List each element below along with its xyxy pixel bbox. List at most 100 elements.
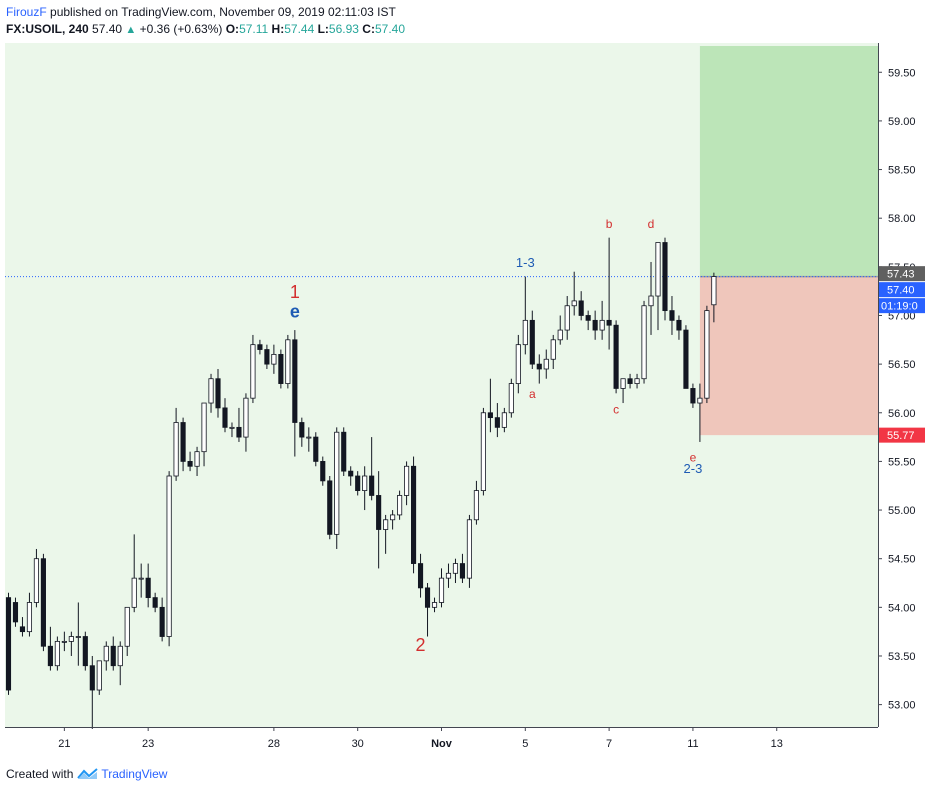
candle-body xyxy=(620,378,626,389)
candle-body xyxy=(585,315,591,321)
candle-body xyxy=(683,329,689,389)
candle-body xyxy=(299,422,305,438)
candle-body xyxy=(550,339,556,360)
candle-body xyxy=(103,645,109,662)
last-price: 57.40 xyxy=(92,22,123,36)
x-tick-label: 28 xyxy=(268,738,280,750)
price-tag xyxy=(879,282,925,298)
candle-body xyxy=(208,378,214,404)
x-tick-label: 11 xyxy=(687,738,698,750)
candle-body xyxy=(243,397,249,438)
candle-body xyxy=(89,665,95,691)
candle-body xyxy=(390,514,396,521)
y-tick-label: 58.00 xyxy=(888,213,916,225)
candle-body xyxy=(648,295,654,307)
countdown-tag xyxy=(879,298,925,314)
y-tick-label: 57.00 xyxy=(888,310,916,322)
candle-body xyxy=(397,495,403,516)
candle-body xyxy=(627,378,633,384)
y-tick-label: 53.50 xyxy=(888,651,916,663)
candle-body xyxy=(61,640,67,643)
candle-body xyxy=(543,358,549,370)
y-tick-label: 55.50 xyxy=(888,456,916,468)
symbol-label[interactable]: FX:USOIL, 240 xyxy=(6,22,89,36)
open-value: 57.11 xyxy=(239,22,269,36)
candle-body xyxy=(606,319,612,326)
candle-body xyxy=(313,436,319,462)
candle-body xyxy=(68,636,74,642)
candle-body xyxy=(515,344,521,384)
candle-body xyxy=(327,480,333,535)
candle-body xyxy=(19,626,26,633)
wave-label: a xyxy=(529,387,536,401)
candle-body xyxy=(466,519,473,579)
candle-body xyxy=(473,490,479,521)
candle-body xyxy=(194,451,200,467)
price-tag xyxy=(879,266,925,282)
x-tick-label: 7 xyxy=(606,738,612,750)
candle-body xyxy=(704,310,710,399)
countdown-label: 01:19:0 xyxy=(881,301,918,313)
candle-body xyxy=(180,422,186,462)
y-tick-label: 56.00 xyxy=(888,408,916,420)
candlestick-chart[interactable]: 1e21-3abcde2-353.0053.5054.0054.5055.005… xyxy=(5,43,925,757)
candle-body xyxy=(166,475,172,637)
candle-body xyxy=(222,407,228,428)
candle-body xyxy=(145,577,151,599)
candle-body xyxy=(424,587,431,608)
candle-body xyxy=(292,339,298,423)
author-link[interactable]: FirouzF xyxy=(6,5,47,19)
wave-label: 2 xyxy=(416,635,426,655)
y-tick-label: 54.50 xyxy=(888,554,916,566)
candle-body xyxy=(257,344,263,350)
wave-label: e xyxy=(690,450,697,464)
candle-body xyxy=(138,577,144,580)
candle-body xyxy=(285,339,291,384)
tradingview-brand-link[interactable]: TradingView xyxy=(101,767,168,781)
x-tick-label: 13 xyxy=(771,738,783,750)
candle-body xyxy=(271,353,277,365)
x-tick-label: 23 xyxy=(142,738,154,750)
candle-body xyxy=(306,436,312,439)
y-tick-label: 56.50 xyxy=(888,359,916,371)
candle-body xyxy=(529,319,535,365)
candle-body xyxy=(124,606,130,647)
y-tick-label: 59.00 xyxy=(888,116,916,128)
candle-body xyxy=(536,363,542,370)
wave-label: 1-3 xyxy=(516,255,535,270)
publish-info: FirouzF published on TradingView.com, No… xyxy=(6,5,396,19)
y-tick-label: 55.00 xyxy=(888,505,916,517)
candle-body xyxy=(599,319,605,331)
candle-body xyxy=(431,602,438,608)
price-tag-label: 57.43 xyxy=(887,269,915,281)
x-tick-label: 5 xyxy=(522,738,528,750)
candle-body xyxy=(655,242,661,297)
candle-body xyxy=(201,402,207,453)
candle-body xyxy=(334,431,340,535)
created-with-text: Created with xyxy=(6,767,74,781)
candle-body xyxy=(362,475,368,491)
up-arrow-icon: ▲ xyxy=(125,24,137,36)
candle-body xyxy=(711,276,717,306)
candle-body xyxy=(117,645,123,667)
symbol-legend: FX:USOIL, 240 57.40 ▲ +0.36 (+0.63%) O:5… xyxy=(6,22,405,36)
price-tag xyxy=(879,427,925,443)
high-label: H: xyxy=(271,22,285,36)
price-tag-label: 55.77 xyxy=(887,430,915,442)
candle-body xyxy=(557,329,563,341)
chart-container[interactable]: 1 e 2 1-3 a b c d e 2-3 53.00 53.50 54.00 54.50 55.00 5… xyxy=(5,43,925,757)
x-tick-label: Nov xyxy=(431,738,453,750)
footer: Created with TradingView xyxy=(6,767,167,781)
y-tick-label: 59.50 xyxy=(888,67,916,79)
close-value: 57.40 xyxy=(374,22,405,36)
candle-body xyxy=(383,519,389,530)
wave-label: e xyxy=(290,301,300,321)
candle-body xyxy=(54,640,60,667)
candle-body xyxy=(494,417,500,428)
candle-body xyxy=(187,461,193,467)
candle-body xyxy=(369,475,375,496)
x-tick-label: 21 xyxy=(58,738,70,750)
candle-body xyxy=(229,426,235,429)
candle-body xyxy=(376,495,382,530)
candle-body xyxy=(404,465,410,496)
